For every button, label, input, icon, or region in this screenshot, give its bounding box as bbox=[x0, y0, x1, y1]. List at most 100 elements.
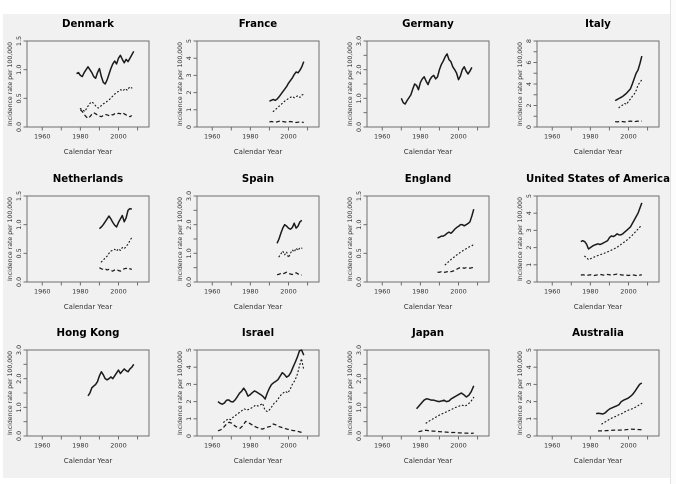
y-tick-label: 1.0 bbox=[185, 248, 193, 258]
x-tick-label: 1980 bbox=[412, 132, 429, 140]
x-tick-label: 2000 bbox=[280, 287, 297, 295]
x-tick-label: 2000 bbox=[450, 442, 467, 450]
x-tick-label: 1980 bbox=[582, 287, 599, 295]
series-solid bbox=[98, 207, 133, 229]
x-tick-label: 1980 bbox=[242, 442, 259, 450]
x-tick-label: 1980 bbox=[412, 442, 429, 450]
series-dotted bbox=[272, 93, 305, 113]
plot-panel bbox=[366, 349, 490, 437]
series-dashed bbox=[99, 266, 133, 272]
series-dotted bbox=[100, 236, 133, 263]
chart-title: Israel bbox=[242, 328, 274, 339]
y-tick-label: 1.0 bbox=[355, 93, 363, 103]
x-tick-label: 2000 bbox=[450, 132, 467, 140]
series-dashed bbox=[79, 109, 133, 120]
x-tick-label: 1960 bbox=[374, 132, 391, 140]
x-tick-label: 2000 bbox=[110, 132, 127, 140]
y-tick-label: 2.0 bbox=[355, 374, 363, 384]
x-tick-label: 1960 bbox=[34, 442, 51, 450]
y-tick-label: 1 bbox=[185, 108, 193, 112]
x-tick-label: 1980 bbox=[242, 132, 259, 140]
series-dotted bbox=[425, 397, 475, 424]
subplot-hong-kong: Hong Kong 1960 1980 2000 0.0 1.0 2.0 3.0 Calenda… bbox=[7, 328, 150, 465]
y-tick-label: 0.5 bbox=[15, 93, 23, 103]
y-tick-label: 1.5 bbox=[15, 36, 23, 46]
series-dashed bbox=[580, 273, 642, 277]
y-axis-label: Incidence rate per 100,000 bbox=[7, 197, 14, 281]
plot-panel bbox=[196, 349, 320, 437]
x-tick-label: 1960 bbox=[374, 287, 391, 295]
x-tick-label: 2000 bbox=[110, 442, 127, 450]
x-axis-label: Calendar Year bbox=[574, 457, 623, 465]
plot-panel bbox=[196, 195, 320, 283]
subplot-denmark: Denmark 1960 1980 2000 0.0 0.5 1.0 1.5 Calendar … bbox=[7, 19, 150, 156]
subplot-australia: Australia 1960 1980 2000 0 1 2 3 4 5 Calendar Year… bbox=[517, 328, 660, 465]
subplot-japan: Japan 1960 1980 2000 0.0 1.0 2.0 3.0 Calendar Ye… bbox=[347, 328, 490, 465]
y-tick-label: 3.0 bbox=[355, 36, 363, 46]
plot-panel bbox=[196, 40, 320, 128]
x-axis-label: Calendar Year bbox=[234, 457, 283, 465]
x-axis-label: Calendar Year bbox=[234, 148, 283, 156]
chart-title: England bbox=[405, 174, 451, 185]
x-tick-label: 2000 bbox=[280, 132, 297, 140]
y-axis-label: Incidence rate per 100,000 bbox=[7, 42, 14, 126]
plot-panel bbox=[536, 195, 660, 283]
subplot-france: France 1960 1980 2000 0 1 2 3 4 5 Calendar Year Inc… bbox=[177, 19, 320, 156]
series-dotted bbox=[584, 224, 643, 260]
y-tick-label: 1.0 bbox=[355, 219, 363, 229]
y-tick-label: 0 bbox=[525, 434, 533, 438]
x-tick-label: 1980 bbox=[72, 132, 89, 140]
x-axis-label: Calendar Year bbox=[404, 303, 453, 311]
y-tick-label: 3.0 bbox=[15, 345, 23, 355]
series-dotted bbox=[278, 246, 303, 258]
y-tick-label: 1 bbox=[185, 417, 193, 421]
subplot-netherlands: Netherlands 1960 1980 2000 0.0 0.5 1.0 1.5 Calen… bbox=[7, 174, 150, 311]
y-axis-label: Incidence rate per 100,000 bbox=[177, 197, 184, 281]
series-dotted bbox=[444, 243, 475, 266]
y-tick-label: 1.0 bbox=[15, 219, 23, 229]
subplot-england: England 1960 1980 2000 0.0 0.5 1.0 1.5 Calendar … bbox=[347, 174, 490, 311]
x-tick-label: 1960 bbox=[374, 442, 391, 450]
y-tick-label: 0.5 bbox=[355, 248, 363, 258]
y-tick-label: 5 bbox=[185, 348, 193, 352]
series-solid bbox=[614, 55, 643, 102]
y-tick-label: 0.0 bbox=[15, 431, 23, 441]
chart-title: Spain bbox=[242, 174, 274, 185]
y-tick-label: 4 bbox=[185, 56, 193, 60]
y-tick-label: 1.5 bbox=[15, 190, 23, 200]
y-tick-label: 3 bbox=[525, 383, 533, 387]
series-dotted bbox=[79, 86, 133, 113]
y-tick-label: 0.0 bbox=[355, 431, 363, 441]
y-axis-label: Incidence rate per 100,000 bbox=[347, 42, 354, 126]
x-tick-label: 1980 bbox=[242, 287, 259, 295]
subplot-united-states-of-america: United States of America 1960 1980 2000 0 1 2 3… bbox=[517, 174, 670, 311]
x-tick-label: 1960 bbox=[544, 132, 561, 140]
y-tick-label: 0.5 bbox=[15, 248, 23, 258]
y-tick-label: 1.0 bbox=[355, 402, 363, 412]
y-axis-label: Incidence rate per 100,000 bbox=[177, 42, 184, 126]
charts-grid: Denmark 1960 1980 2000 0.0 0.5 1.0 1.5 Calendar … bbox=[3, 14, 676, 478]
x-tick-label: 1960 bbox=[204, 442, 221, 450]
chart-title: Italy bbox=[585, 19, 611, 30]
y-axis-label: Incidence rate per 100,000 bbox=[347, 197, 354, 281]
series-dashed bbox=[615, 120, 642, 123]
plot-panel bbox=[366, 40, 490, 128]
y-tick-label: 6 bbox=[525, 60, 533, 64]
y-tick-label: 3 bbox=[525, 228, 533, 232]
chart-title: Japan bbox=[411, 328, 444, 339]
x-axis-label: Calendar Year bbox=[574, 148, 623, 156]
series-dashed bbox=[217, 421, 304, 434]
y-tick-label: 4 bbox=[525, 82, 533, 86]
y-tick-label: 5 bbox=[185, 39, 193, 43]
x-tick-label: 1960 bbox=[204, 287, 221, 295]
y-tick-label: 2 bbox=[525, 245, 533, 249]
x-tick-label: 1960 bbox=[34, 287, 51, 295]
y-axis-label: Incidence rate per 100,000 bbox=[517, 197, 524, 281]
y-tick-label: 3 bbox=[185, 73, 193, 77]
y-tick-label: 4 bbox=[185, 365, 193, 369]
y-tick-label: 3.0 bbox=[185, 190, 193, 200]
y-tick-label: 2 bbox=[185, 400, 193, 404]
x-tick-label: 2000 bbox=[620, 442, 637, 450]
y-tick-label: 0.0 bbox=[355, 122, 363, 132]
